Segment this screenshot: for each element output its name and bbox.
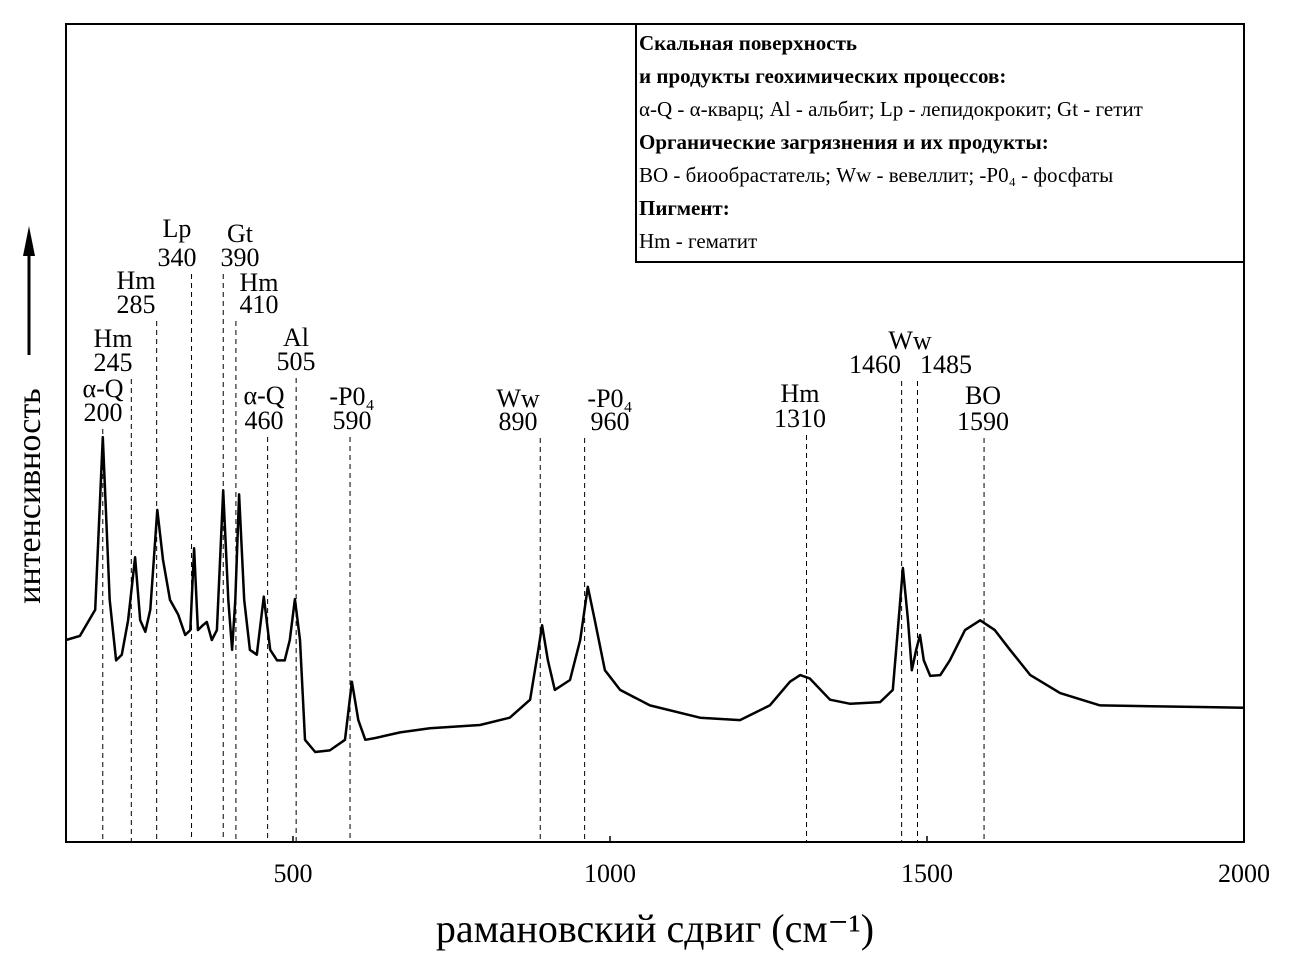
legend-line: BO - биообрастатель; Ww - вевеллит; -P0₄… — [639, 163, 1113, 187]
y-axis-label: интенсивность — [11, 388, 48, 603]
legend-line: Hm - гематит — [639, 229, 757, 253]
peak-name: Hm — [781, 379, 820, 408]
peak-name: Gt — [227, 219, 254, 248]
legend-line: и продукты геохимических процессов: — [639, 64, 1006, 88]
peak-name: Hm — [94, 324, 133, 353]
peak-position: 340 — [158, 243, 197, 272]
peak-name: Ww — [888, 326, 932, 355]
peak-position: 960 — [591, 407, 630, 436]
peak-name: Lp — [163, 214, 192, 243]
legend-line: Органические загрязнения и их продукты: — [639, 130, 1049, 154]
legend-line: Скальная поверхность — [639, 31, 857, 55]
peak-name: Hm — [117, 266, 156, 295]
legend-line: Пигмент: — [639, 196, 730, 220]
peak-position: 590 — [333, 406, 372, 435]
x-axis-label: рамановский сдвиг (см⁻¹) — [436, 906, 874, 951]
peak-name: α-Q — [82, 374, 123, 403]
y-axis-arrowhead — [23, 226, 35, 256]
peak-name: Hm — [240, 268, 279, 297]
peak-name: BO — [965, 381, 1001, 410]
peak-position: 200 — [84, 398, 123, 427]
x-tick-label: 500 — [273, 859, 312, 888]
peak-position: 460 — [245, 406, 284, 435]
spectrum-line — [65, 435, 1245, 754]
peak-name: -P0₄ — [587, 384, 632, 413]
peak-position: 390 — [221, 243, 260, 272]
peak-name: α-Q — [243, 381, 284, 410]
x-tick-label: 1000 — [584, 859, 636, 888]
peak-position: 1590 — [957, 407, 1009, 436]
peak-position: 1460 — [849, 350, 901, 379]
peak-name: Ww — [496, 384, 540, 413]
legend-line: α-Q - α-кварц; Al - альбит; Lp - лепидок… — [639, 97, 1143, 121]
peak-position: 505 — [277, 347, 316, 376]
peak-position: 285 — [117, 290, 156, 319]
peak-position: 1310 — [774, 404, 826, 433]
x-tick-label: 1500 — [901, 859, 953, 888]
peak-position: 1485 — [920, 350, 972, 379]
peak-position: 410 — [240, 290, 279, 319]
peak-name: -P0₄ — [329, 382, 374, 411]
legend-box — [635, 23, 1245, 263]
peak-position: 245 — [94, 348, 133, 377]
x-tick-label: 2000 — [1218, 859, 1270, 888]
peak-name: Al — [283, 323, 309, 352]
peak-position: 890 — [499, 407, 538, 436]
